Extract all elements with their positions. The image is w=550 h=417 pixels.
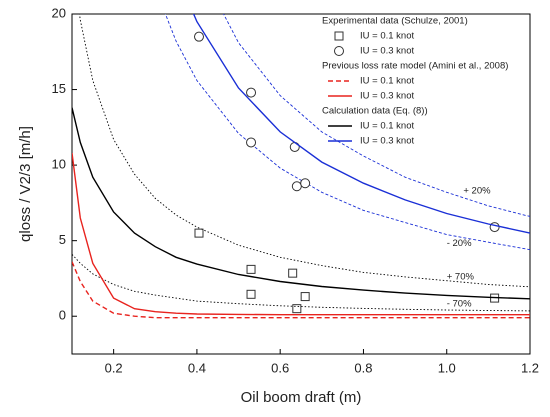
- x-axis-label: Oil boom draft (m): [241, 389, 362, 406]
- plot-area: [72, 14, 530, 319]
- legend-group-title: Experimental data (Schulze, 2001): [322, 16, 468, 27]
- series-line: [72, 261, 530, 319]
- scatter-point: [194, 228, 204, 238]
- scatter-point: [489, 222, 500, 233]
- legend-label: IU = 0.1 knot: [360, 31, 414, 42]
- legend-label: IU = 0.1 knot: [360, 121, 414, 132]
- series-line: [192, 14, 530, 234]
- scatter-point: [246, 137, 257, 148]
- scatter-point: [193, 31, 204, 42]
- x-tick-label: 1.2: [521, 360, 539, 375]
- band-line: [223, 14, 530, 217]
- band-line: [164, 14, 530, 251]
- y-tick-label: 20: [52, 5, 66, 20]
- legend-group-title: Calculation data (Eq. (8)): [322, 106, 428, 117]
- scatter-point: [246, 87, 257, 98]
- series-line: [72, 107, 530, 300]
- scatter-point: [300, 292, 310, 302]
- x-tick-label: 0.2: [105, 360, 123, 375]
- y-axis-label: qloss / V2/3 [m/h]: [17, 126, 34, 242]
- legend-label: IU = 0.3 knot: [360, 46, 414, 57]
- legend-label: IU = 0.3 knot: [360, 91, 414, 102]
- scatter-point: [292, 304, 302, 314]
- band-line: [79, 14, 530, 288]
- y-tick-label: 5: [59, 232, 66, 247]
- band-label: + 20%: [463, 185, 491, 196]
- legend-marker: [334, 31, 344, 41]
- legend-marker: [334, 46, 344, 56]
- x-tick-label: 1.0: [438, 360, 456, 375]
- y-tick-label: 15: [52, 81, 66, 96]
- plot-frame: [71, 13, 531, 355]
- legend-label: IU = 0.1 knot: [360, 76, 414, 87]
- scatter-point: [300, 178, 311, 189]
- scatter-point: [288, 268, 298, 278]
- y-tick-label: 0: [59, 308, 66, 323]
- x-tick-label: 0.6: [271, 360, 289, 375]
- band-label: - 70%: [447, 299, 472, 310]
- scatter-point: [291, 181, 302, 192]
- scatter-point: [246, 289, 256, 299]
- y-tick-label: 10: [52, 157, 66, 172]
- band-line: [72, 253, 530, 312]
- legend-group-title: Previous loss rate model (Amini et al., …: [322, 61, 508, 72]
- legend-label: IU = 0.3 knot: [360, 136, 414, 147]
- band-label: + 70%: [447, 271, 475, 282]
- x-tick-label: 0.8: [354, 360, 372, 375]
- scatter-point: [289, 141, 300, 152]
- series-line: [72, 152, 530, 316]
- scatter-point: [246, 264, 256, 274]
- x-tick-label: 0.4: [188, 360, 206, 375]
- band-label: - 20%: [447, 238, 472, 249]
